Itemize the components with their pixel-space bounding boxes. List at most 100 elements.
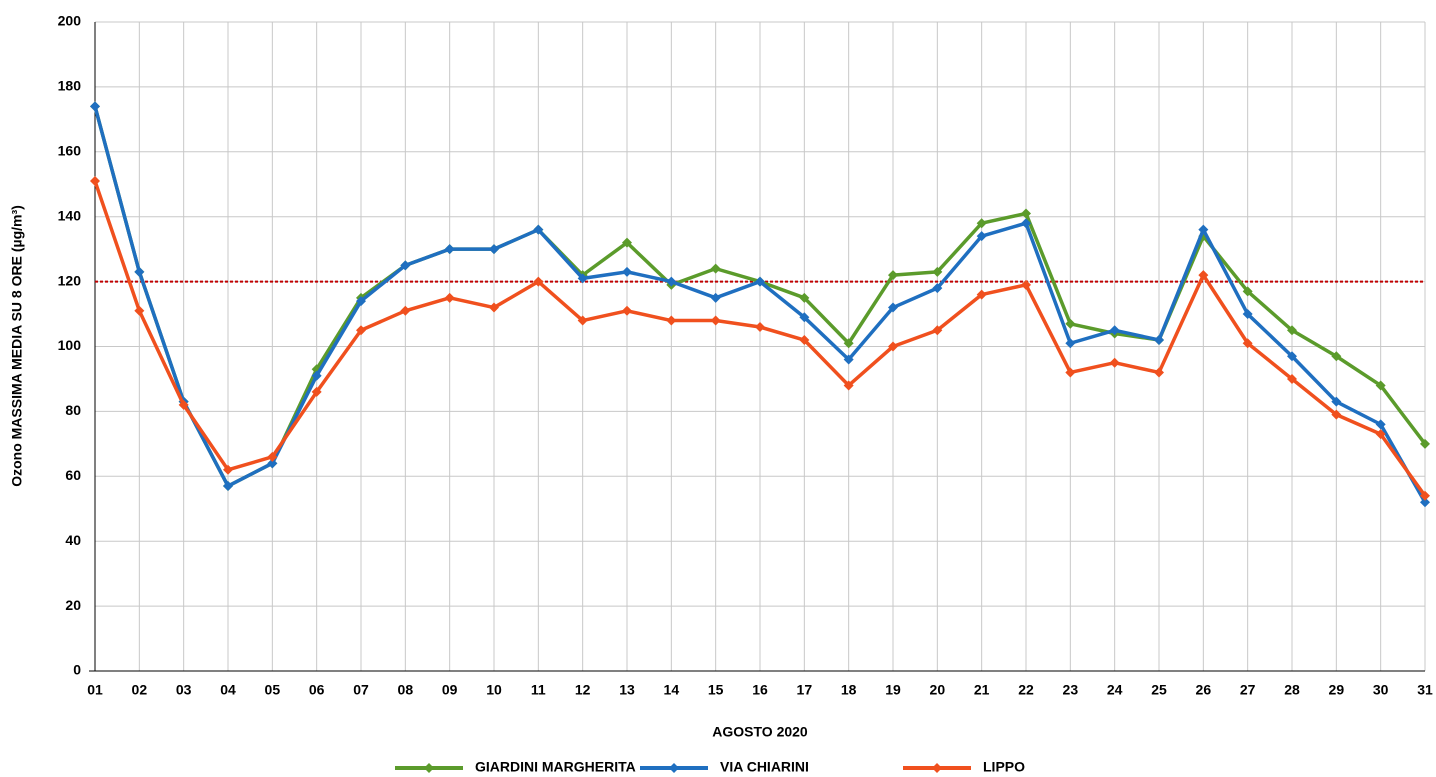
x-tick-label: 11: [531, 682, 546, 698]
point-marker: [710, 263, 721, 274]
point-marker: [755, 276, 765, 287]
legend-swatch: [932, 763, 942, 773]
x-tick-label: 04: [220, 682, 236, 698]
point-marker: [1420, 438, 1430, 449]
x-axis-label: AGOSTO 2020: [712, 724, 808, 740]
x-tick-label: 14: [664, 682, 680, 698]
point-marker: [1331, 409, 1342, 420]
y-tick-label: 60: [65, 467, 81, 483]
point-marker: [90, 101, 100, 112]
x-tick-label: 24: [1107, 682, 1123, 698]
x-tick-label: 02: [132, 682, 148, 698]
point-marker: [1242, 309, 1253, 320]
x-tick-label: 07: [353, 682, 369, 698]
point-marker: [577, 315, 588, 326]
point-marker: [755, 322, 765, 333]
x-tick-label: 19: [885, 682, 901, 698]
x-tick-label: 12: [575, 682, 591, 698]
point-marker: [533, 224, 544, 235]
point-marker: [1109, 325, 1120, 336]
legend-label: VIA CHIARINI: [720, 759, 809, 775]
point-marker: [400, 260, 411, 271]
point-marker: [888, 302, 898, 313]
point-marker: [400, 305, 411, 316]
point-marker: [223, 481, 233, 492]
point-marker: [90, 176, 100, 187]
point-marker: [666, 315, 677, 326]
point-marker: [976, 231, 987, 242]
point-marker: [311, 386, 322, 397]
point-marker: [932, 283, 943, 294]
point-marker: [134, 305, 145, 316]
point-marker: [267, 458, 278, 469]
point-marker: [976, 218, 987, 229]
point-marker: [1021, 218, 1031, 229]
point-marker: [710, 315, 721, 326]
point-marker: [444, 244, 455, 255]
point-marker: [1154, 367, 1164, 378]
point-marker: [1242, 286, 1253, 297]
point-marker: [444, 292, 455, 303]
x-tick-label: 20: [930, 682, 946, 698]
x-tick-label: 22: [1018, 682, 1034, 698]
point-marker: [1109, 357, 1120, 368]
point-marker: [843, 354, 854, 365]
x-tick-label: 27: [1240, 682, 1256, 698]
point-marker: [311, 370, 322, 381]
x-tick-label: 30: [1373, 682, 1389, 698]
x-tick-label: 09: [442, 682, 458, 698]
point-marker: [1065, 367, 1076, 378]
y-tick-label: 120: [58, 272, 82, 288]
point-marker: [1375, 429, 1386, 440]
point-marker: [932, 266, 943, 277]
point-marker: [710, 292, 721, 303]
point-marker: [622, 305, 632, 316]
point-marker: [976, 289, 987, 300]
x-tick-label: 06: [309, 682, 325, 698]
x-tick-label: 01: [87, 682, 103, 698]
point-marker: [888, 270, 898, 281]
x-tick-label: 03: [176, 682, 192, 698]
legend-swatch: [424, 763, 434, 773]
point-marker: [799, 335, 810, 346]
point-marker: [356, 296, 366, 307]
point-marker: [622, 237, 632, 248]
point-marker: [1331, 351, 1342, 362]
y-axis-label: Ozono MASSIMA MEDIA SU 8 ORE (µg/m³): [9, 205, 25, 487]
y-tick-label: 80: [65, 402, 81, 418]
point-marker: [888, 341, 898, 352]
y-tick-label: 160: [58, 143, 82, 159]
y-tick-label: 100: [58, 337, 82, 353]
x-tick-label: 28: [1284, 682, 1300, 698]
point-marker: [134, 266, 145, 277]
point-marker: [577, 273, 588, 284]
x-tick-label: 26: [1196, 682, 1212, 698]
point-marker: [489, 302, 499, 313]
point-marker: [1420, 490, 1430, 501]
point-marker: [267, 451, 278, 462]
point-marker: [799, 312, 810, 323]
point-marker: [1198, 224, 1209, 235]
point-marker: [1021, 279, 1031, 290]
point-marker: [1375, 380, 1386, 391]
y-tick-label: 140: [58, 207, 82, 223]
x-tick-label: 21: [974, 682, 990, 698]
point-marker: [1154, 335, 1164, 346]
point-marker: [1287, 325, 1297, 336]
point-marker: [178, 399, 189, 410]
point-marker: [223, 464, 233, 475]
legend-swatch: [669, 763, 679, 773]
point-marker: [1420, 497, 1430, 508]
point-marker: [356, 325, 366, 336]
y-tick-label: 200: [58, 13, 82, 29]
point-marker: [1287, 373, 1297, 384]
point-marker: [1065, 318, 1076, 329]
x-tick-label: 05: [265, 682, 281, 698]
point-marker: [1242, 338, 1253, 349]
y-tick-label: 40: [65, 532, 81, 548]
point-marker: [1287, 351, 1297, 362]
point-marker: [843, 380, 854, 391]
legend-label: LIPPO: [983, 759, 1025, 775]
x-tick-label: 29: [1329, 682, 1345, 698]
